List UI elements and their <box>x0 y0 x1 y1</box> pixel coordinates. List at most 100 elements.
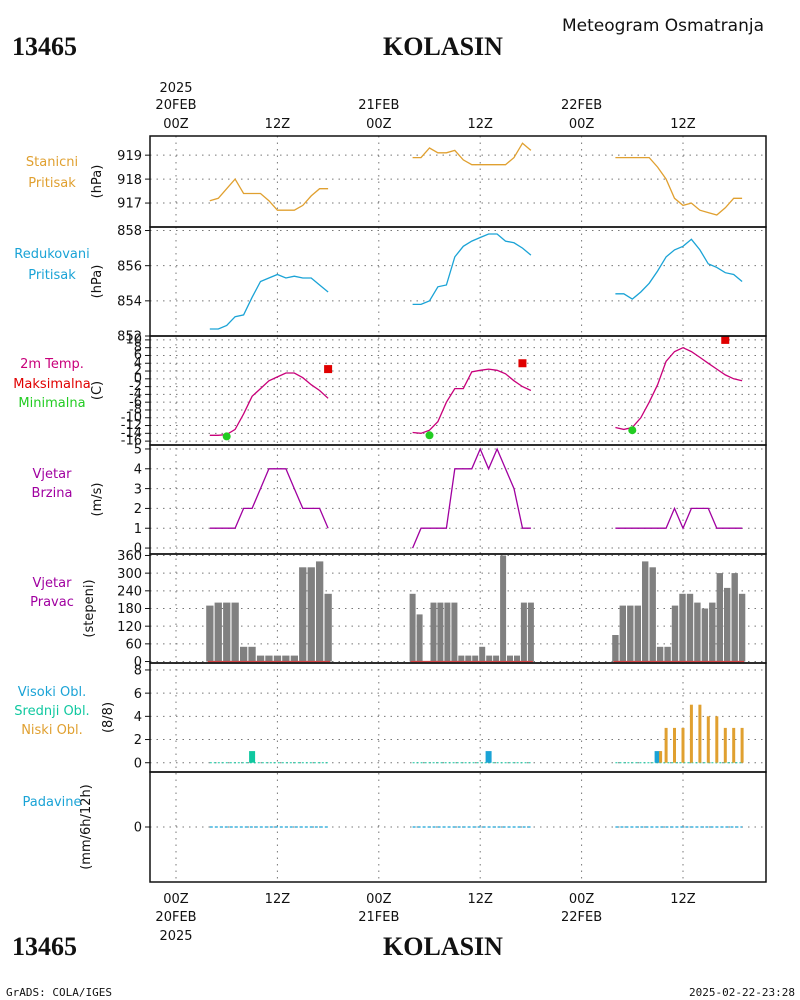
wind-direction-bar <box>437 602 444 662</box>
station-name-bottom: KOLASIN <box>383 932 503 961</box>
y-axis-label: (mm/6h/12h) <box>79 784 94 870</box>
wind-direction-bar <box>416 614 423 662</box>
footer-timestamp: 2025-02-22-23:28 <box>689 986 795 999</box>
y-tick-label: 300 <box>117 567 142 582</box>
cloud-bar <box>673 727 676 763</box>
wind-direction-bar <box>273 655 282 662</box>
wind-direction-bar <box>507 655 513 662</box>
panel-frame <box>149 135 767 228</box>
panel-label: Redukovani <box>14 247 89 262</box>
y-tick-label: -4 <box>129 387 142 402</box>
wind-direction-bar <box>409 593 416 662</box>
wind-direction-bar <box>206 605 214 662</box>
y-tick-label: -6 <box>129 395 142 410</box>
series-line <box>209 273 329 330</box>
top-hour-label: 00Z <box>366 117 392 132</box>
series-line <box>615 156 743 216</box>
panel-frame <box>149 771 767 883</box>
wind-direction-bar <box>299 567 307 662</box>
top-date-label: 22FEB <box>561 98 602 113</box>
cloud-bar <box>689 704 693 763</box>
y-tick-label: 852 <box>117 330 142 345</box>
bottom-hour-label: 12Z <box>467 892 493 907</box>
wind-direction-bar <box>627 605 634 662</box>
series-line <box>412 233 532 306</box>
panel-label: Visoki Obl. <box>18 685 86 700</box>
wind-direction-bar <box>290 655 298 662</box>
station-id-top: 13465 <box>12 32 77 61</box>
y-tick-label: -2 <box>129 379 142 394</box>
y-tick-label: 0 <box>134 371 142 386</box>
wind-direction-bar <box>444 602 451 662</box>
cloud-bar <box>706 716 710 763</box>
series-line <box>412 447 531 549</box>
cloud-bar <box>681 727 685 763</box>
wind-direction-bar <box>679 593 686 662</box>
bottom-hour-label: 00Z <box>163 892 189 907</box>
series-line <box>209 177 329 211</box>
wind-direction-bar <box>642 561 649 662</box>
series-line <box>412 142 532 166</box>
wind-direction-bar <box>256 655 265 662</box>
y-tick-label: 8 <box>134 664 142 679</box>
y-tick-label: -10 <box>121 410 142 425</box>
y-tick-label: 1 <box>134 522 142 537</box>
cloud-bar <box>664 727 668 763</box>
y-tick-label: 0 <box>134 542 142 557</box>
top-hour-label: 00Z <box>569 117 595 132</box>
y-tick-label: 4 <box>134 356 142 371</box>
y-axis-label: (hPa) <box>90 165 105 199</box>
wind-direction-bar <box>240 646 248 662</box>
cloud-bar <box>659 751 663 763</box>
series-line <box>615 346 743 431</box>
wind-direction-bar <box>486 655 493 662</box>
y-tick-label: 2 <box>134 733 142 748</box>
station-name-top: KOLASIN <box>383 32 503 61</box>
max-temp-marker <box>721 335 730 344</box>
wind-direction-bar <box>656 646 664 662</box>
wind-direction-bar <box>634 605 641 662</box>
panel-label: Pritisak <box>28 268 76 283</box>
y-axis-label: (stepeni) <box>82 579 97 637</box>
panel-label: Vjetar <box>33 576 73 591</box>
y-tick-label: 2 <box>134 364 142 379</box>
wind-direction-bar <box>686 593 694 662</box>
top-hour-label: 12Z <box>670 117 696 132</box>
meteogram-title: Meteogram Osmatranja <box>562 16 764 36</box>
y-tick-label: 4 <box>134 710 142 725</box>
cloud-bar <box>485 751 492 763</box>
min-temp-marker <box>222 432 231 441</box>
wind-direction-bar <box>248 646 256 662</box>
y-tick-label: -14 <box>121 426 142 441</box>
bottom-hour-label: 00Z <box>366 892 392 907</box>
panel-label: 2m Temp. <box>20 357 84 372</box>
wind-direction-bar <box>716 573 723 662</box>
y-axis-label: (hPa) <box>90 265 105 299</box>
cloud-bar <box>723 727 727 763</box>
top-hour-label: 12Z <box>467 117 493 132</box>
y-tick-label: -12 <box>121 418 142 433</box>
top-hour-label: 12Z <box>265 117 291 132</box>
y-tick-label: 0 <box>134 756 142 771</box>
y-tick-label: 0 <box>134 821 142 836</box>
wind-direction-bar <box>316 561 324 662</box>
y-tick-label: 10 <box>125 332 142 347</box>
wind-direction-bar <box>619 605 626 662</box>
wind-direction-bar <box>738 593 746 662</box>
bottom-date-label: 20FEB <box>155 910 196 925</box>
y-tick-label: 240 <box>117 585 142 600</box>
wind-direction-bar <box>479 646 486 662</box>
y-tick-label: 854 <box>117 295 142 310</box>
y-tick-label: 858 <box>117 224 142 239</box>
wind-direction-bar <box>324 593 332 662</box>
panel-label: Vjetar <box>33 467 73 482</box>
series-line <box>209 372 329 436</box>
station-id-bottom: 13465 <box>12 932 77 961</box>
min-temp-marker <box>628 426 637 435</box>
y-tick-label: 6 <box>134 348 142 363</box>
footer-credit: GrADS: COLA/IGES <box>6 986 112 999</box>
y-tick-label: 360 <box>117 549 142 564</box>
cloud-bar <box>698 704 702 763</box>
y-tick-label: 4 <box>134 462 142 477</box>
max-temp-marker <box>518 359 527 368</box>
